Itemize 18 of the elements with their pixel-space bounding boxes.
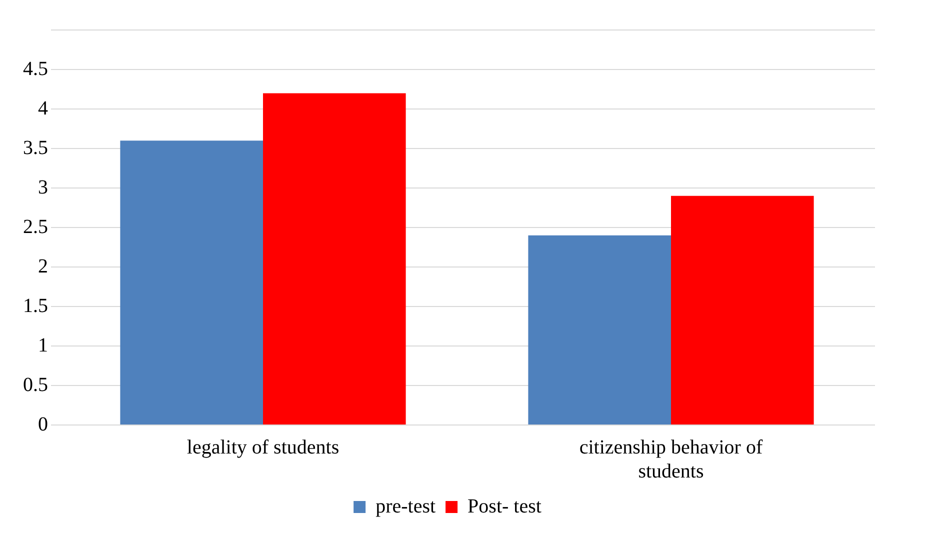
y-tick-label: 3 (38, 176, 48, 198)
legend-label: Post- test (468, 495, 542, 518)
y-tick-label: 2.5 (23, 216, 48, 238)
bar (263, 93, 406, 424)
bar (671, 196, 814, 424)
y-tick-label: 2 (38, 255, 48, 278)
y-tick-label: 1 (38, 334, 48, 356)
x-tick-label: legality of students (186, 436, 340, 458)
y-tick-label: 0 (38, 413, 48, 436)
x-tick-label: citizenship behavior of students (579, 436, 763, 482)
y-tick-label: 4 (38, 97, 48, 120)
y-tick-label: 3.5 (23, 136, 48, 159)
legend-label: pre-test (376, 495, 436, 518)
bar (120, 140, 263, 424)
y-tick-label: 0.5 (23, 374, 48, 396)
bar (528, 235, 671, 424)
y-tick-label: 1.5 (23, 294, 48, 317)
y-tick-label: 4.5 (23, 58, 48, 80)
